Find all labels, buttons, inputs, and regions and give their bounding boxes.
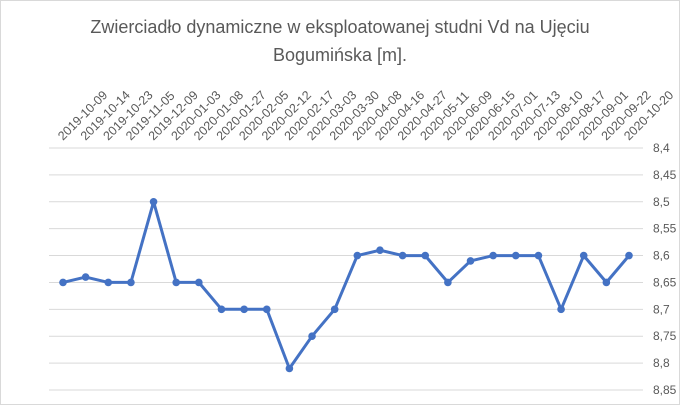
- y-tick-label: 8,45: [653, 168, 677, 182]
- y-tick-label: 8,65: [653, 275, 677, 289]
- data-point: [398, 251, 407, 260]
- data-point: [489, 251, 497, 260]
- data-point: [512, 251, 520, 260]
- data-point: [127, 278, 135, 287]
- data-point: [217, 305, 226, 314]
- data-point: [534, 251, 543, 260]
- data-point: [579, 251, 588, 260]
- data-point: [172, 278, 180, 287]
- y-tick-label: 8,55: [653, 222, 677, 236]
- data-point: [285, 364, 294, 373]
- data-point: [240, 305, 248, 314]
- data-point: [353, 251, 362, 260]
- chart-title-line-1: Zwierciadło dynamiczne w eksploatowanej …: [90, 17, 590, 37]
- data-point: [421, 251, 430, 260]
- data-point: [104, 278, 113, 287]
- y-tick-label: 8,4: [653, 141, 670, 155]
- data-point: [376, 246, 384, 254]
- data-point: [557, 305, 565, 314]
- series-line: [62, 200, 631, 370]
- y-tick-label: 8,85: [653, 383, 677, 397]
- data-point: [466, 257, 475, 265]
- y-tick-label: 8,75: [653, 329, 677, 343]
- data-point: [308, 332, 316, 341]
- data-point: [625, 251, 633, 260]
- y-tick-label: 8,8: [653, 356, 670, 370]
- data-point: [330, 305, 339, 314]
- y-tick-label: 8,7: [653, 302, 670, 316]
- y-tick-label: 8,6: [653, 249, 670, 263]
- chart-title-line-2: Bogumińska [m].: [272, 45, 408, 65]
- data-point: [444, 278, 452, 287]
- data-point: [59, 278, 67, 287]
- data-point: [262, 305, 271, 314]
- data-point: [195, 278, 203, 287]
- data-point: [602, 278, 611, 287]
- data-point: [81, 273, 90, 281]
- y-tick-label: 8,5: [653, 195, 670, 209]
- data-point: [149, 197, 158, 206]
- chart-title: Zwierciadło dynamiczne w eksploatowanej …: [1, 13, 679, 69]
